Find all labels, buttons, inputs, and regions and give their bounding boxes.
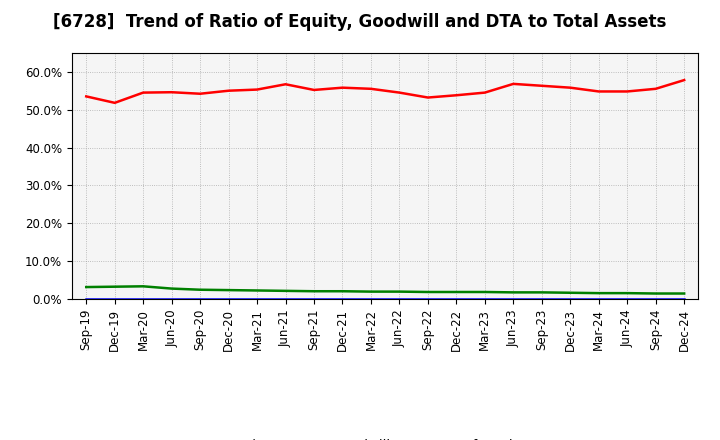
Line: Equity: Equity — [86, 80, 684, 103]
Goodwill — [225, 297, 233, 302]
Goodwill — [566, 297, 575, 302]
Deferred Tax Assets — [395, 289, 404, 294]
Goodwill — [282, 297, 290, 302]
Goodwill — [253, 297, 261, 302]
Line: Deferred Tax Assets: Deferred Tax Assets — [86, 286, 684, 293]
Deferred Tax Assets — [282, 288, 290, 293]
Equity — [395, 90, 404, 95]
Deferred Tax Assets — [509, 290, 518, 295]
Equity — [196, 91, 204, 96]
Equity — [110, 100, 119, 106]
Deferred Tax Assets — [253, 288, 261, 293]
Deferred Tax Assets — [366, 289, 375, 294]
Goodwill — [537, 297, 546, 302]
Text: [6728]  Trend of Ratio of Equity, Goodwill and DTA to Total Assets: [6728] Trend of Ratio of Equity, Goodwil… — [53, 13, 667, 31]
Equity — [82, 94, 91, 99]
Equity — [366, 86, 375, 92]
Equity — [338, 85, 347, 90]
Equity — [225, 88, 233, 93]
Equity — [509, 81, 518, 87]
Equity — [253, 87, 261, 92]
Goodwill — [395, 297, 404, 302]
Equity — [282, 82, 290, 87]
Equity — [167, 90, 176, 95]
Deferred Tax Assets — [310, 289, 318, 294]
Equity — [310, 87, 318, 92]
Goodwill — [167, 297, 176, 302]
Equity — [480, 90, 489, 95]
Goodwill — [480, 297, 489, 302]
Goodwill — [196, 297, 204, 302]
Goodwill — [595, 297, 603, 302]
Deferred Tax Assets — [680, 291, 688, 296]
Goodwill — [110, 297, 119, 302]
Goodwill — [82, 297, 91, 302]
Goodwill — [139, 297, 148, 302]
Deferred Tax Assets — [423, 290, 432, 295]
Deferred Tax Assets — [167, 286, 176, 291]
Equity — [680, 77, 688, 83]
Goodwill — [509, 297, 518, 302]
Equity — [623, 89, 631, 94]
Deferred Tax Assets — [225, 287, 233, 293]
Deferred Tax Assets — [82, 284, 91, 290]
Deferred Tax Assets — [566, 290, 575, 295]
Deferred Tax Assets — [139, 284, 148, 289]
Deferred Tax Assets — [537, 290, 546, 295]
Deferred Tax Assets — [623, 290, 631, 296]
Goodwill — [680, 297, 688, 302]
Goodwill — [310, 297, 318, 302]
Goodwill — [652, 297, 660, 302]
Equity — [652, 86, 660, 92]
Goodwill — [366, 297, 375, 302]
Deferred Tax Assets — [652, 291, 660, 296]
Deferred Tax Assets — [196, 287, 204, 292]
Goodwill — [423, 297, 432, 302]
Goodwill — [338, 297, 347, 302]
Deferred Tax Assets — [338, 289, 347, 294]
Legend: Equity, Goodwill, Deferred Tax Assets: Equity, Goodwill, Deferred Tax Assets — [179, 434, 591, 440]
Equity — [423, 95, 432, 100]
Equity — [537, 83, 546, 88]
Deferred Tax Assets — [110, 284, 119, 290]
Equity — [566, 85, 575, 90]
Goodwill — [623, 297, 631, 302]
Equity — [452, 92, 461, 98]
Equity — [595, 89, 603, 94]
Deferred Tax Assets — [595, 290, 603, 296]
Deferred Tax Assets — [452, 290, 461, 295]
Goodwill — [452, 297, 461, 302]
Equity — [139, 90, 148, 95]
Deferred Tax Assets — [480, 290, 489, 295]
